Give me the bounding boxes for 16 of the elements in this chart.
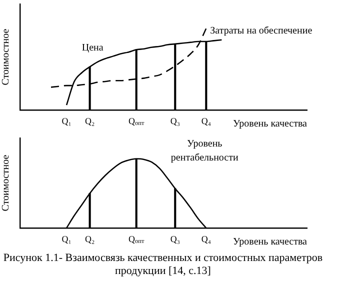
- text: Рисунок 1.1- Взаимосвязь качественных и стоимостных параметров продукции [14, с.13]: [2, 252, 324, 278]
- series-label: Затраты на обеспечение: [210, 25, 313, 36]
- y-axis-title: Стоимостное: [0, 28, 12, 86]
- x-tick-label: Q₂: [84, 234, 95, 244]
- series-label: Цена: [82, 42, 104, 54]
- x-axis-title: Уровень качества: [232, 118, 308, 130]
- x-tick-label: Q₃: [170, 234, 180, 244]
- x-tick-label: Q₁: [62, 116, 72, 126]
- x-tick-label: Q₁: [62, 234, 72, 244]
- x-tick-label: Q₃: [170, 116, 180, 126]
- x-tick-label: Q₂: [84, 116, 95, 126]
- x-tick-label: Q₄: [201, 116, 211, 126]
- x-tick-label: Q₄: [201, 234, 211, 244]
- series-label: Уровень рентабельности: [170, 138, 239, 164]
- y-axis-title: Стоимостное: [0, 154, 12, 212]
- x-axis-title: Уровень качества: [232, 236, 308, 248]
